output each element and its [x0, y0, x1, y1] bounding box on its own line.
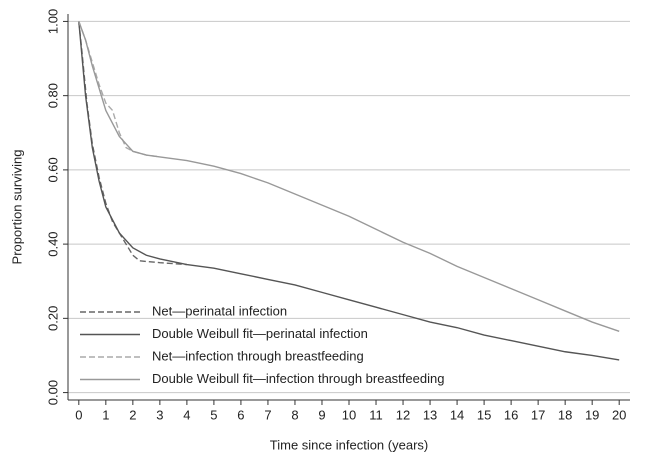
x-tick-label: 11: [369, 407, 383, 422]
x-tick-label: 18: [558, 407, 572, 422]
series-line: [78, 21, 620, 333]
x-tick-label: 5: [210, 407, 217, 422]
x-tick-label: 17: [531, 407, 545, 422]
x-tick-label: 10: [342, 407, 356, 422]
x-axis-label: Time since infection (years): [270, 437, 428, 452]
x-tick-label: 16: [504, 407, 518, 422]
series-line: [78, 21, 187, 266]
legend-label: Net—infection through breastfeeding: [152, 348, 364, 363]
legend-label: Double Weibull fit—infection through bre…: [152, 371, 444, 386]
y-tick-label: 0.00: [45, 380, 60, 405]
series-line: [78, 21, 620, 361]
y-tick-label: 0.80: [45, 83, 60, 108]
x-tick-label: 14: [450, 407, 464, 422]
x-tick-label: 20: [612, 407, 626, 422]
y-tick-label: 1.00: [45, 9, 60, 34]
y-tick-label: 0.20: [45, 306, 60, 331]
y-axis-label: Proportion surviving: [9, 150, 24, 265]
y-tick-label: 0.60: [45, 157, 60, 182]
x-tick-label: 13: [423, 407, 437, 422]
x-tick-label: 19: [585, 407, 599, 422]
x-tick-label: 0: [75, 407, 82, 422]
x-tick-label: 15: [477, 407, 491, 422]
x-tick-label: 8: [291, 407, 298, 422]
x-tick-label: 2: [129, 407, 136, 422]
x-tick-label: 6: [237, 407, 244, 422]
x-tick-label: 7: [264, 407, 271, 422]
legend-label: Net—perinatal infection: [152, 303, 287, 318]
x-tick-label: 3: [156, 407, 163, 422]
legend-label: Double Weibull fit—perinatal infection: [152, 326, 368, 341]
x-tick-label: 4: [183, 407, 190, 422]
y-tick-label: 0.40: [45, 231, 60, 256]
x-tick-label: 1: [102, 407, 109, 422]
x-tick-label: 12: [396, 407, 410, 422]
x-tick-label: 9: [318, 407, 325, 422]
